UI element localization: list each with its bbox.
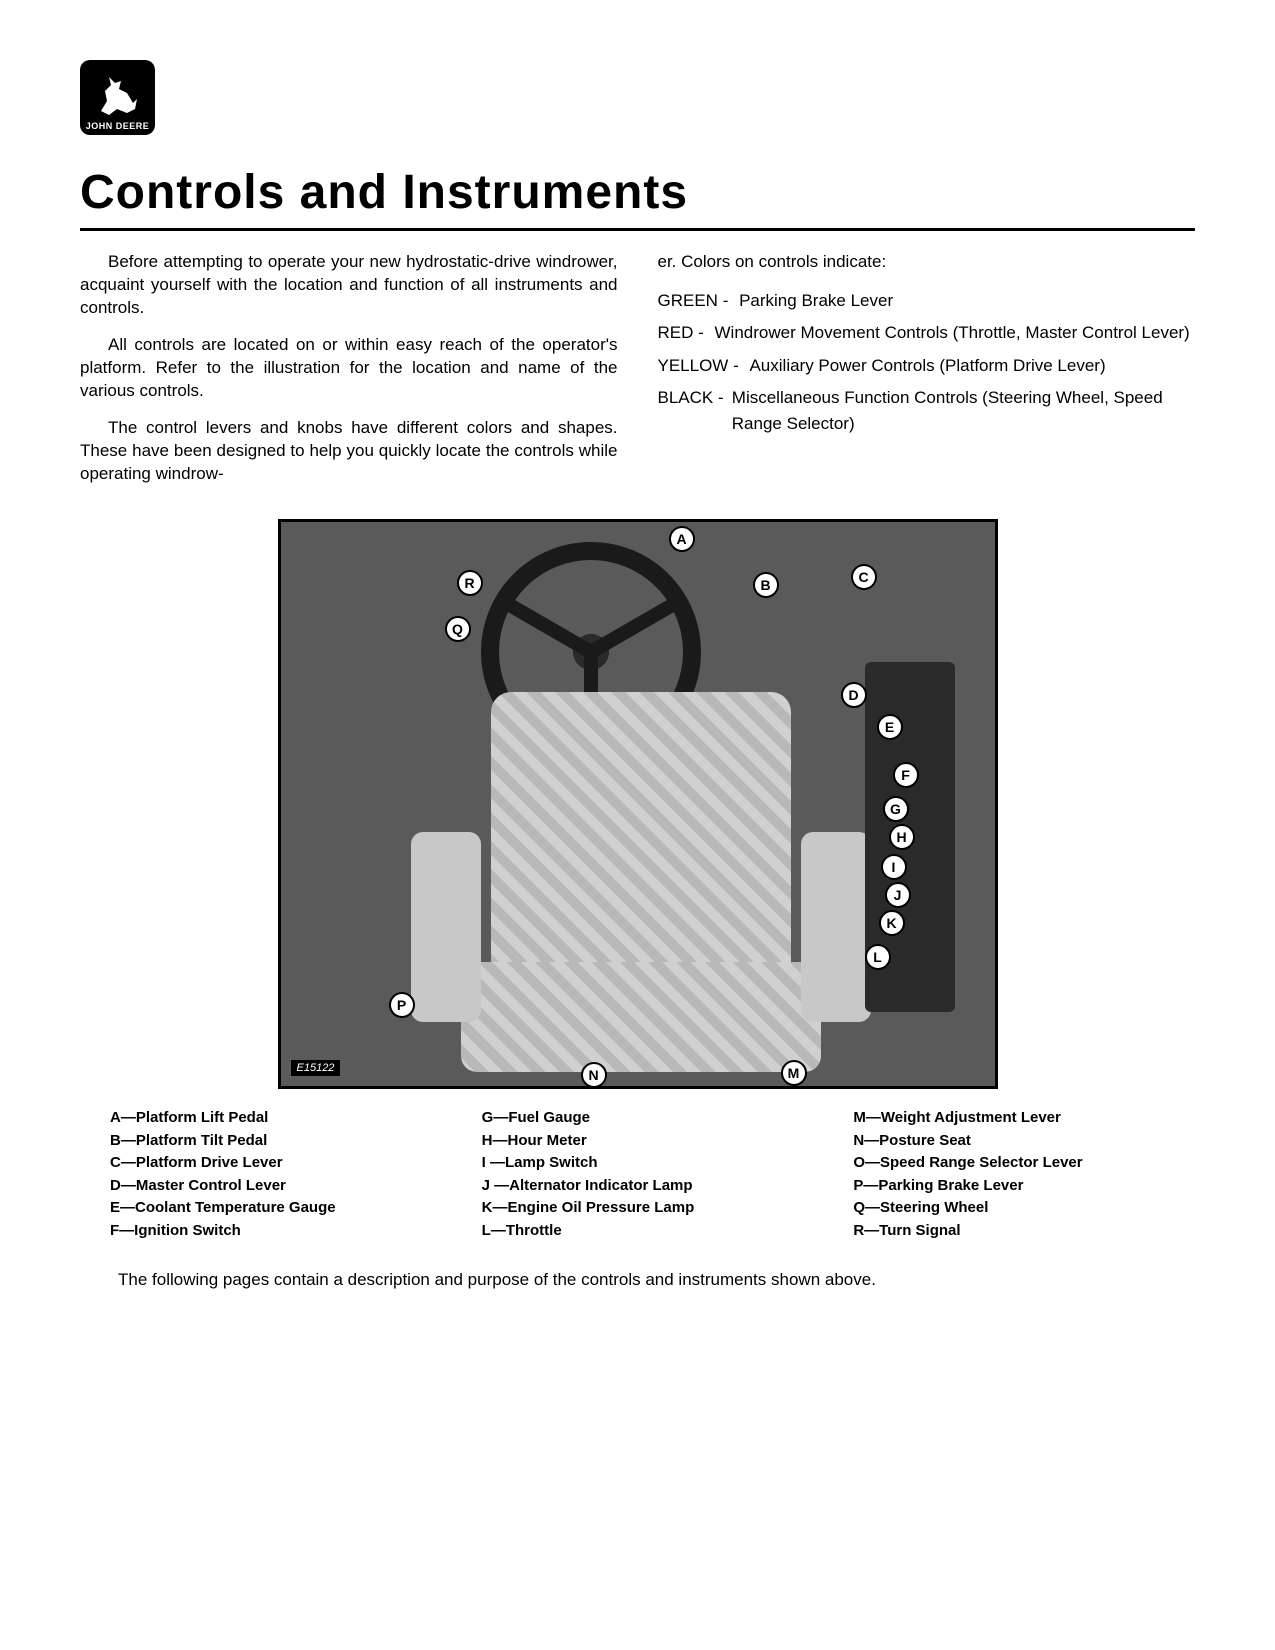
color-desc: Miscellaneous Function Controls (Steerin… (726, 385, 1195, 438)
figure-wrap: A B C DEFGHIJKL M N P QR E15122 (80, 519, 1195, 1089)
color-code-list: GREEN - Parking Brake Lever RED - Windro… (658, 288, 1196, 438)
title-rule (80, 228, 1195, 231)
legend-item: R—Turn Signal (853, 1220, 1165, 1243)
color-desc: Parking Brake Lever (733, 288, 893, 314)
column-right: er. Colors on controls indicate: GREEN -… (658, 251, 1196, 499)
spoke (500, 596, 594, 658)
legend-item: Q—Steering Wheel (853, 1197, 1165, 1220)
callout-f: F (893, 762, 919, 788)
callout-k: K (879, 910, 905, 936)
legend-item: N—Posture Seat (853, 1130, 1165, 1153)
callout-h: H (889, 824, 915, 850)
color-label: GREEN (658, 288, 718, 314)
callout-c: C (851, 564, 877, 590)
callout-j: J (885, 882, 911, 908)
legend-item: F—Ignition Switch (110, 1220, 422, 1243)
callout-m: M (781, 1060, 807, 1086)
brand-text: JOHN DEERE (86, 121, 150, 135)
seat-base-graphic (461, 962, 821, 1072)
color-row-red: RED - Windrower Movement Controls (Throt… (658, 320, 1196, 346)
color-label: YELLOW (658, 353, 729, 379)
figure-id-label: E15122 (291, 1060, 341, 1076)
legend-item: M—Weight Adjustment Lever (853, 1107, 1165, 1130)
armrest-left-graphic (411, 832, 481, 1022)
column-left: Before attempting to operate your new hy… (80, 251, 618, 499)
legend-item: P—Parking Brake Lever (853, 1175, 1165, 1198)
armrest-right-graphic (801, 832, 871, 1022)
deer-icon (93, 73, 143, 121)
legend-col-3: M—Weight Adjustment Lever N—Posture Seat… (853, 1107, 1165, 1242)
legend-item: G—Fuel Gauge (482, 1107, 794, 1130)
seat-back-graphic (491, 692, 791, 982)
legend-item: D—Master Control Lever (110, 1175, 422, 1198)
operator-platform-figure: A B C DEFGHIJKL M N P QR E15122 (278, 519, 998, 1089)
legend-col-2: G—Fuel Gauge H—Hour Meter I —Lamp Switch… (482, 1107, 794, 1242)
color-row-black: BLACK - Miscellaneous Function Controls … (658, 385, 1196, 438)
callout-g: G (883, 796, 909, 822)
legend-item: I —Lamp Switch (482, 1152, 794, 1175)
paragraph-3: The control levers and knobs have differ… (80, 417, 618, 486)
callout-a: A (669, 526, 695, 552)
legend-item: B—Platform Tilt Pedal (110, 1130, 422, 1153)
callout-r: R (457, 570, 483, 596)
color-row-green: GREEN - Parking Brake Lever (658, 288, 1196, 314)
color-label: RED (658, 320, 694, 346)
color-desc: Windrower Movement Controls (Throttle, M… (709, 320, 1190, 346)
legend-item: K—Engine Oil Pressure Lamp (482, 1197, 794, 1220)
color-desc: Auxiliary Power Controls (Platform Drive… (743, 353, 1105, 379)
color-row-yellow: YELLOW - Auxiliary Power Controls (Platf… (658, 353, 1196, 379)
spoke (587, 596, 681, 658)
paragraph-1: Before attempting to operate your new hy… (80, 251, 618, 320)
callout-l: L (865, 944, 891, 970)
legend: A—Platform Lift Pedal B—Platform Tilt Pe… (80, 1107, 1195, 1242)
paragraph-2: All controls are located on or within ea… (80, 334, 618, 403)
callout-b: B (753, 572, 779, 598)
page-title: Controls and Instruments (80, 165, 1195, 220)
callout-q: Q (445, 616, 471, 642)
legend-item: C—Platform Drive Lever (110, 1152, 422, 1175)
brand-logo: JOHN DEERE (80, 60, 155, 135)
callout-e: E (877, 714, 903, 740)
callout-n: N (581, 1062, 607, 1088)
legend-item: A—Platform Lift Pedal (110, 1107, 422, 1130)
callout-p: P (389, 992, 415, 1018)
legend-item: L—Throttle (482, 1220, 794, 1243)
legend-item: J —Alternator Indicator Lamp (482, 1175, 794, 1198)
callout-i: I (881, 854, 907, 880)
legend-item: E—Coolant Temperature Gauge (110, 1197, 422, 1220)
legend-col-1: A—Platform Lift Pedal B—Platform Tilt Pe… (110, 1107, 422, 1242)
callout-d: D (841, 682, 867, 708)
body-columns: Before attempting to operate your new hy… (80, 251, 1195, 499)
legend-item: H—Hour Meter (482, 1130, 794, 1153)
legend-item: O—Speed Range Selector Lever (853, 1152, 1165, 1175)
color-label: BLACK (658, 385, 714, 438)
paragraph-4: er. Colors on controls indicate: (658, 251, 1196, 274)
footer-text: The following pages contain a descriptio… (80, 1270, 1195, 1290)
